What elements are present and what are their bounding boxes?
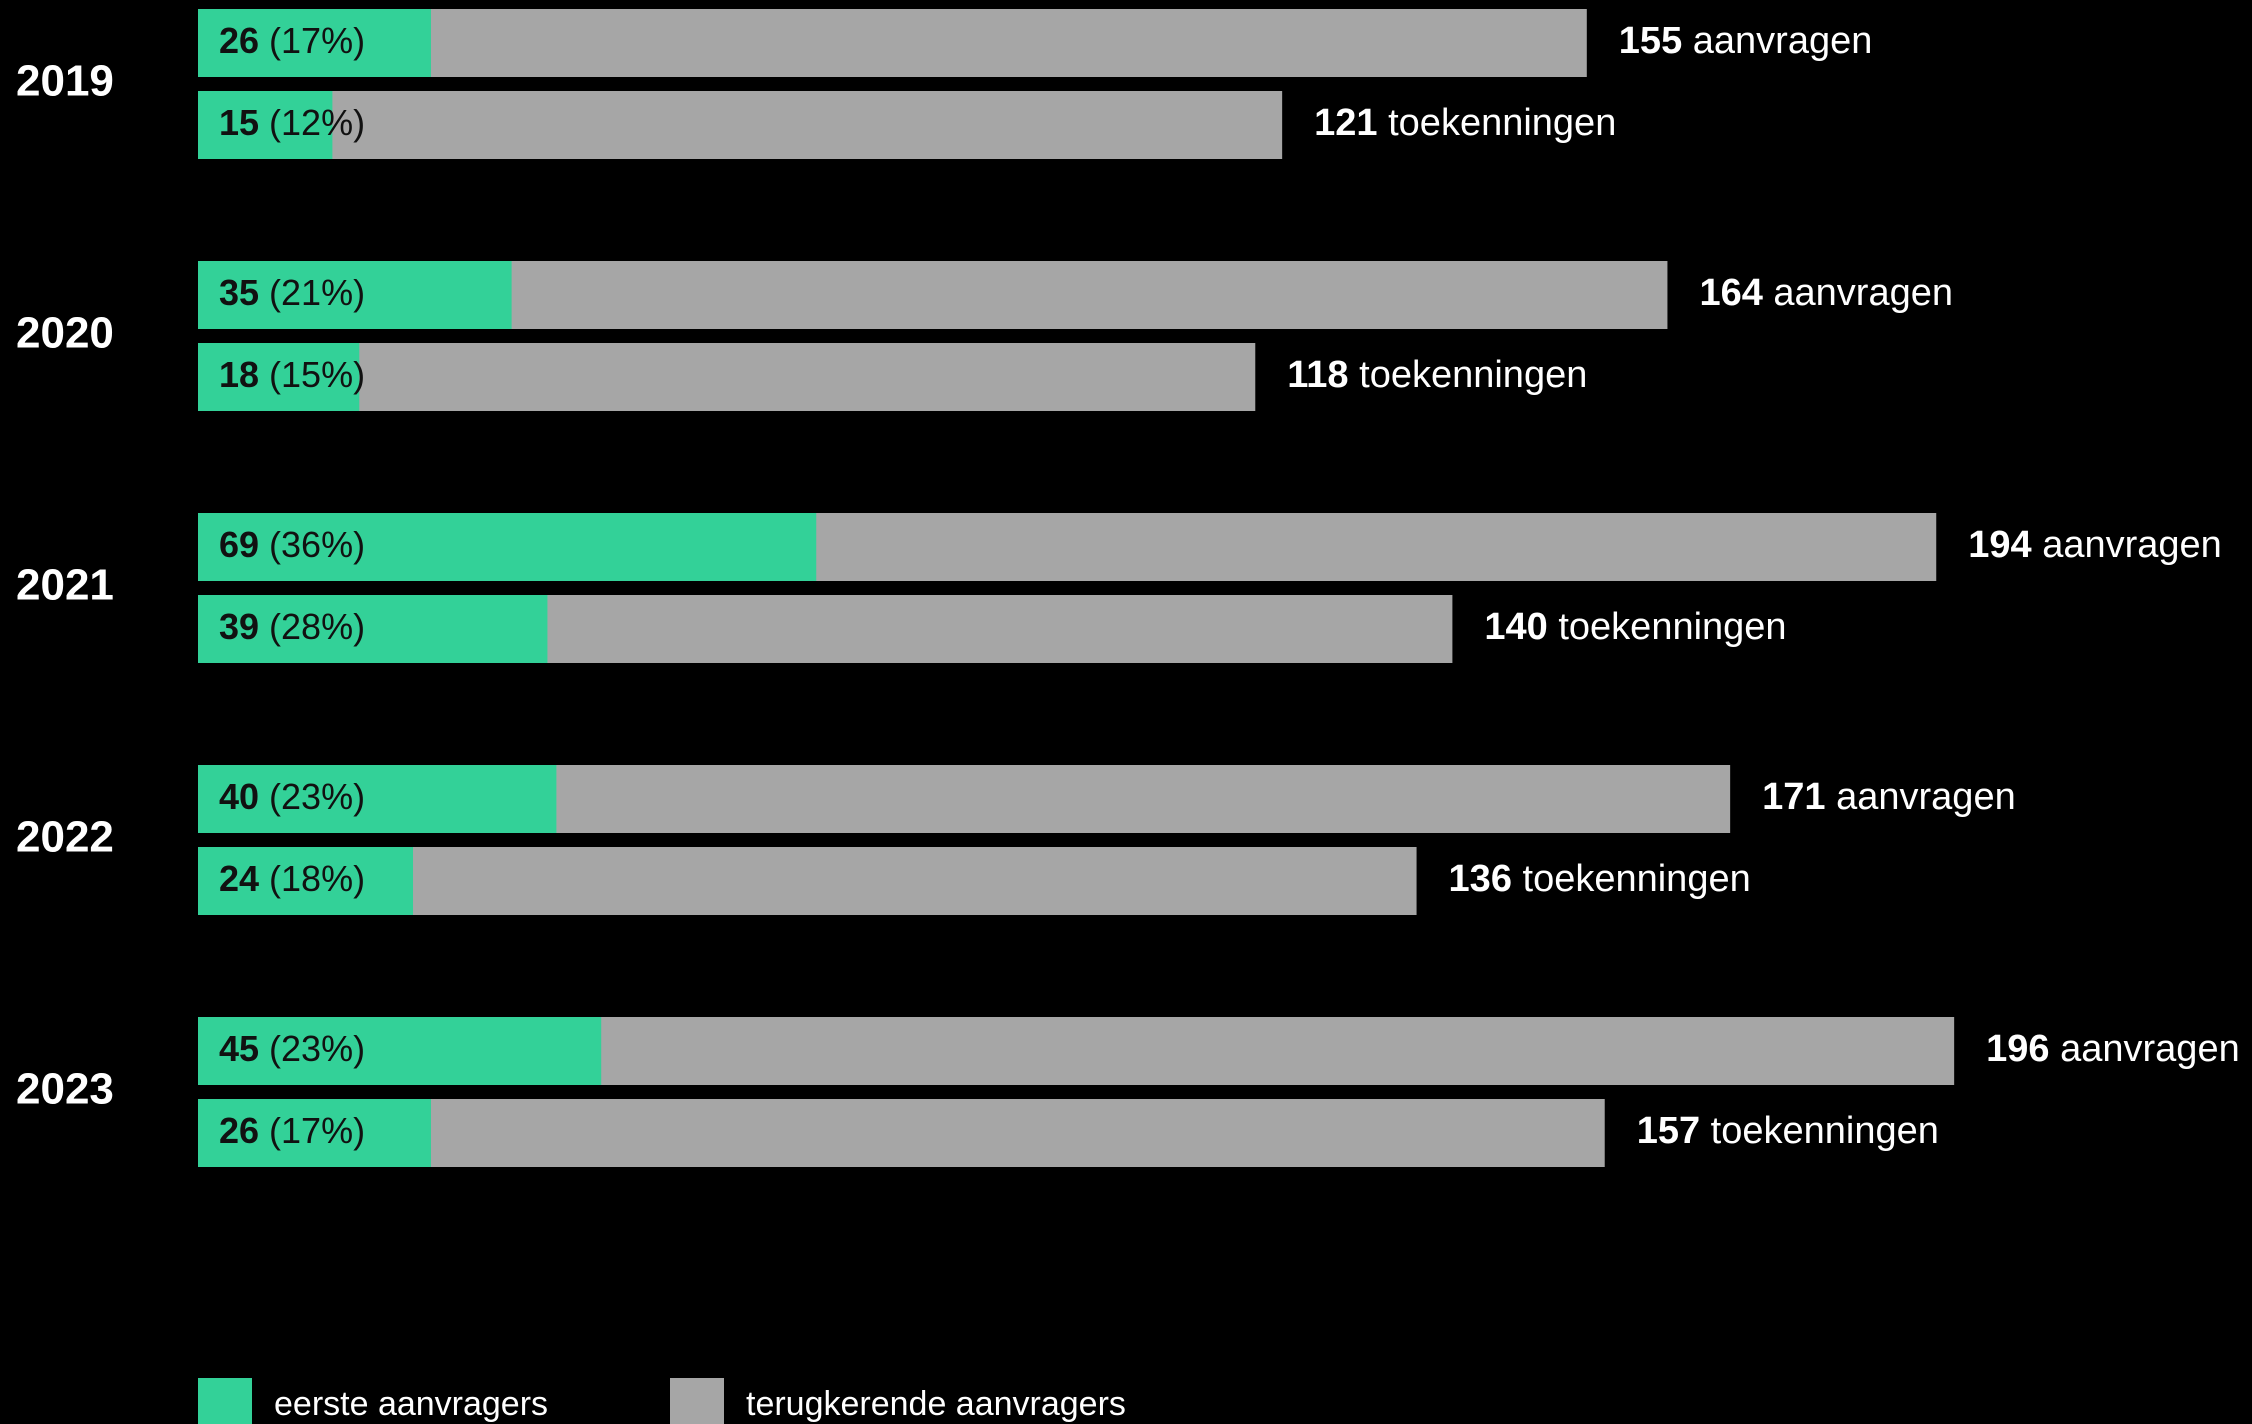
first-count: 69 [219, 524, 259, 565]
bar-total-label: 157 toekenningen [1637, 1110, 1939, 1152]
first-percent: (12%) [259, 102, 365, 143]
legend: eerste aanvragers terugkerende aanvragers [198, 1378, 1126, 1424]
first-percent: (17%) [259, 1110, 365, 1151]
year-group-2020: 2020 35 (21%) 164 aanvragen 18 (15%) 118 toe… [16, 261, 1953, 411]
first-count: 18 [219, 354, 259, 395]
bar-inside-label: 69 (36%) [219, 524, 365, 565]
bar-total-label: 136 toekenningen [1449, 858, 1751, 900]
bar-eerste [198, 91, 333, 159]
bar-total-label: 121 toekenningen [1314, 102, 1616, 144]
total-count: 136 [1449, 858, 1512, 900]
legend-item-eerste: eerste aanvragers [198, 1378, 548, 1424]
total-count: 194 [1968, 524, 2031, 566]
legend-label: eerste aanvragers [274, 1385, 548, 1423]
bar-terugkerend [198, 91, 1283, 159]
first-count: 15 [219, 102, 259, 143]
bar-eerste [198, 1017, 602, 1085]
bar-total-label: 140 toekenningen [1484, 606, 1786, 648]
total-word: toekenningen [1700, 1110, 1939, 1152]
bar-inside-label: 35 (21%) [219, 272, 365, 313]
bar-inside-label: 24 (18%) [219, 858, 365, 899]
bar-eerste [198, 847, 414, 915]
year-label: 2019 [16, 57, 114, 106]
total-word: toekenningen [1548, 606, 1787, 648]
bar-total-label: 194 aanvragen [1968, 524, 2222, 566]
total-word: toekenningen [1349, 354, 1588, 396]
bar-inside-label: 26 (17%) [219, 1110, 365, 1151]
total-count: 140 [1484, 606, 1547, 648]
total-word: aanvragen [1682, 20, 1872, 62]
year-label: 2021 [16, 561, 114, 610]
first-percent: (23%) [259, 776, 365, 817]
bar-eerste [198, 595, 548, 663]
total-word: aanvragen [1826, 776, 2016, 818]
first-percent: (28%) [259, 606, 365, 647]
year-label: 2020 [16, 309, 114, 358]
total-count: 171 [1762, 776, 1825, 818]
bar-inside-label: 15 (12%) [219, 102, 365, 143]
first-count: 45 [219, 1028, 259, 1069]
total-count: 118 [1287, 354, 1348, 396]
bar-eerste [198, 1099, 431, 1167]
first-percent: (23%) [259, 1028, 365, 1069]
bar-inside-label: 45 (23%) [219, 1028, 365, 1069]
total-count: 196 [1986, 1028, 2049, 1070]
total-word: toekenningen [1378, 102, 1617, 144]
total-count: 157 [1637, 1110, 1700, 1152]
first-count: 24 [219, 858, 259, 899]
legend-swatch [198, 1378, 252, 1424]
bar-inside-label: 39 (28%) [219, 606, 365, 647]
first-count: 35 [219, 272, 259, 313]
bar-terugkerend [198, 1099, 1605, 1167]
first-count: 26 [219, 20, 259, 61]
bars-layer: 2019 26 (17%) 155 aanvragen 15 (12%) 121 toe… [16, 9, 2240, 1167]
bar-eerste [198, 343, 360, 411]
bar-total-label: 155 aanvragen [1619, 20, 1873, 62]
bar-eerste [198, 513, 817, 581]
bar-total-label: 171 aanvragen [1762, 776, 2016, 818]
first-percent: (21%) [259, 272, 365, 313]
first-count: 39 [219, 606, 259, 647]
legend-item-terugkerend: terugkerende aanvragers [670, 1378, 1126, 1424]
bar-total-label: 164 aanvragen [1699, 272, 1953, 314]
first-count: 26 [219, 1110, 259, 1151]
bar-eerste [198, 9, 431, 77]
year-group-2023: 2023 45 (23%) 196 aanvragen 26 (17%) 157 toe… [16, 1017, 2240, 1167]
total-count: 164 [1699, 272, 1762, 314]
first-count: 40 [219, 776, 259, 817]
total-word: aanvragen [2050, 1028, 2240, 1070]
bar-terugkerend [198, 343, 1256, 411]
first-percent: (15%) [259, 354, 365, 395]
bar-eerste [198, 765, 557, 833]
bar-inside-label: 18 (15%) [219, 354, 365, 395]
first-percent: (18%) [259, 858, 365, 899]
bar-inside-label: 26 (17%) [219, 20, 365, 61]
year-group-2021: 2021 69 (36%) 194 aanvragen 39 (28%) 140 toe… [16, 513, 2222, 663]
bar-total-label: 196 aanvragen [1986, 1028, 2240, 1070]
year-label: 2022 [16, 813, 114, 862]
year-label: 2023 [16, 1065, 114, 1114]
total-word: aanvragen [1763, 272, 1953, 314]
total-count: 121 [1314, 102, 1377, 144]
total-word: aanvragen [2032, 524, 2222, 566]
legend-label: terugkerende aanvragers [746, 1385, 1126, 1423]
first-percent: (17%) [259, 20, 365, 61]
legend-swatch [670, 1378, 724, 1424]
total-count: 155 [1619, 20, 1682, 62]
year-group-2022: 2022 40 (23%) 171 aanvragen 24 (18%) 136 toe… [16, 765, 2016, 915]
bar-inside-label: 40 (23%) [219, 776, 365, 817]
bar-eerste [198, 261, 512, 329]
first-percent: (36%) [259, 524, 365, 565]
total-word: toekenningen [1512, 858, 1751, 900]
year-group-2019: 2019 26 (17%) 155 aanvragen 15 (12%) 121 toe… [16, 9, 1872, 159]
bar-total-label: 118 toekenningen [1287, 354, 1587, 396]
